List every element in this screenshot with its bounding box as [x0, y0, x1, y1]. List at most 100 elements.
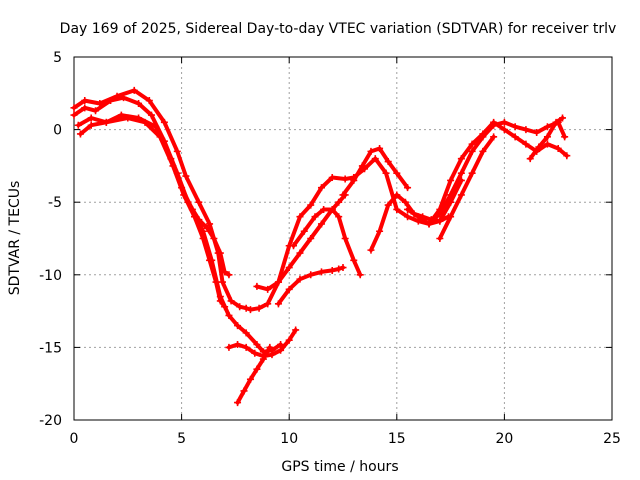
data-point [404, 213, 412, 221]
y-tick-label: 0 [53, 123, 62, 139]
series-track-9 [290, 205, 364, 279]
x-axis-label: GPS time / hours [281, 459, 398, 475]
series-track-14 [404, 176, 465, 228]
data-point [479, 147, 487, 155]
data-point [311, 213, 319, 221]
data-point [447, 176, 455, 184]
axis-ticks [73, 56, 613, 421]
data-point [70, 104, 78, 112]
data-point [350, 176, 358, 184]
data-point [87, 121, 95, 129]
data-point [335, 213, 343, 221]
data-point [511, 123, 519, 131]
data-point [242, 343, 250, 351]
data-point [234, 322, 242, 330]
data-point [240, 387, 248, 395]
data-point [274, 278, 282, 286]
data-point [317, 220, 325, 228]
data-point [130, 86, 138, 94]
data-point [500, 126, 508, 134]
data-point [300, 227, 308, 235]
data-point [242, 329, 250, 337]
data-point [206, 256, 214, 264]
data-point [160, 118, 168, 126]
data-point [141, 118, 149, 126]
chart-title: Day 169 of 2025, Sidereal Day-to-day VTE… [60, 21, 617, 37]
data-point [107, 97, 115, 105]
data-point [255, 304, 263, 312]
data-point [277, 346, 285, 354]
data-point [457, 191, 465, 199]
data-point [339, 264, 347, 272]
y-axis-tick-labels: -20 -15 -10 -5 0 5 [39, 50, 62, 429]
data-point [533, 129, 541, 137]
data-point [199, 235, 207, 242]
data-point [296, 249, 304, 257]
data-point [511, 133, 519, 141]
data-point [253, 282, 261, 290]
data-point [404, 205, 412, 213]
data-point [490, 118, 498, 126]
data-point [367, 147, 375, 155]
y-axis-label: SDTVAR / TECUs [7, 181, 23, 296]
data-point [169, 162, 177, 170]
data-point [173, 147, 181, 155]
series-line-track-14 [405, 178, 464, 226]
data-point [290, 242, 298, 250]
data-point [457, 169, 465, 177]
data-point [307, 271, 315, 279]
data-point [259, 352, 267, 360]
data-point [180, 191, 188, 199]
x-tick-label: 10 [280, 431, 298, 447]
data-point [393, 191, 401, 199]
data-point [292, 326, 300, 334]
series-line-track-4 [78, 116, 227, 309]
data-point [264, 300, 272, 308]
data-point [522, 140, 530, 148]
data-point [425, 220, 433, 228]
data-point [535, 143, 543, 151]
y-tick-label: -15 [39, 340, 62, 356]
data-series [70, 86, 571, 407]
data-point [384, 158, 392, 166]
series-track-8 [274, 264, 347, 308]
series-line-track-10 [341, 146, 410, 197]
data-point [563, 152, 571, 160]
data-point [436, 235, 444, 242]
data-point [317, 268, 325, 276]
data-point [242, 304, 250, 312]
data-point [216, 297, 224, 305]
data-point [468, 169, 476, 177]
data-point [341, 175, 349, 183]
series-line-track-12 [427, 120, 569, 226]
data-point [225, 311, 233, 319]
data-point [526, 155, 534, 163]
data-point [147, 111, 155, 119]
y-tick-label: 5 [53, 50, 62, 66]
data-point [225, 343, 233, 351]
data-point [92, 107, 100, 115]
data-point [210, 235, 218, 242]
data-point [203, 224, 211, 232]
data-point [371, 155, 379, 163]
data-point [320, 205, 328, 213]
data-point [274, 300, 282, 308]
data-point [218, 278, 226, 286]
data-point [447, 198, 455, 206]
data-point [76, 130, 84, 138]
data-point [367, 246, 375, 254]
series-track-4 [76, 114, 229, 311]
data-point [384, 201, 392, 209]
data-point [296, 213, 304, 221]
y-tick-label: -5 [48, 195, 62, 211]
data-point [234, 340, 242, 348]
data-point [376, 227, 384, 235]
data-point [264, 285, 272, 293]
data-point [124, 114, 132, 122]
y-tick-label: -10 [39, 268, 62, 284]
data-point [490, 133, 498, 141]
data-point [225, 271, 233, 279]
data-point [382, 169, 390, 177]
data-point [296, 275, 304, 283]
data-point [227, 297, 235, 305]
